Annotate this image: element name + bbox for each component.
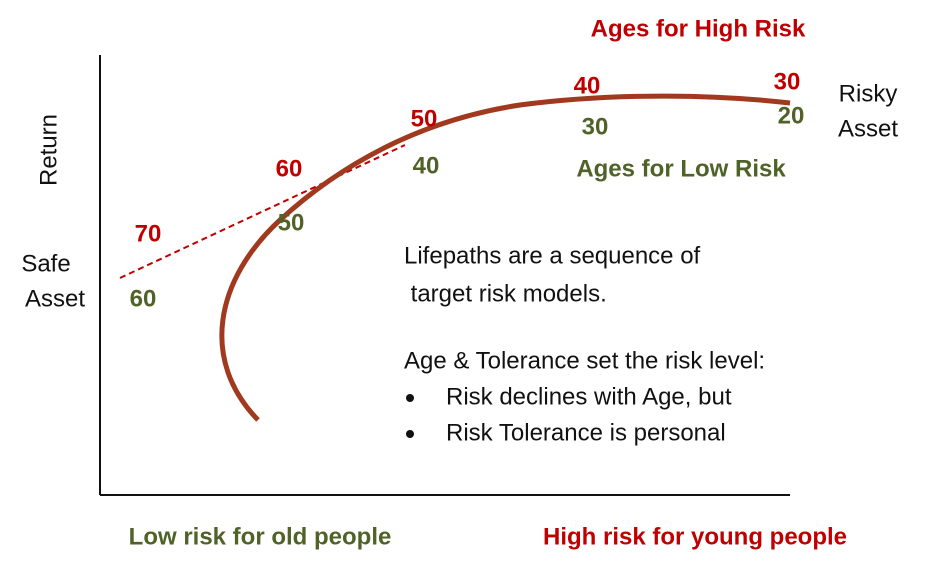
lifepath-curve bbox=[219, 93, 791, 422]
low-risk-title: Ages for Low Risk bbox=[576, 155, 786, 182]
risky-label: Asset bbox=[838, 115, 898, 142]
safe-label: Asset bbox=[25, 285, 85, 312]
low-risk-age: 30 bbox=[582, 113, 609, 140]
high-risk-title: Ages for High Risk bbox=[591, 15, 806, 42]
low-risk-age: 20 bbox=[778, 102, 805, 129]
safe-line bbox=[119, 144, 406, 279]
bullet-text: Risk Tolerance is personal bbox=[446, 419, 726, 446]
low-risk-age: 40 bbox=[413, 152, 440, 179]
high-risk-age: 60 bbox=[276, 155, 303, 182]
footer-left: Low risk for old people bbox=[129, 523, 392, 550]
bullet-text: Risk declines with Age, but bbox=[446, 383, 732, 410]
safe-label: Safe bbox=[21, 250, 70, 277]
note-line: Age & Tolerance set the risk level: bbox=[404, 347, 765, 374]
high-risk-age: 30 bbox=[774, 68, 801, 95]
note-line: Lifepaths are a sequence of bbox=[404, 242, 701, 269]
footer-right: High risk for young people bbox=[543, 523, 847, 550]
risky-label: Risky bbox=[839, 80, 898, 107]
y-axis-label: Return bbox=[35, 114, 62, 186]
high-risk-age: 40 bbox=[574, 72, 601, 99]
low-risk-age: 50 bbox=[278, 209, 305, 236]
note-line: target risk models. bbox=[404, 280, 607, 307]
bullet bbox=[406, 394, 414, 402]
high-risk-age: 50 bbox=[411, 105, 438, 132]
high-risk-age: 70 bbox=[135, 220, 162, 247]
bullet bbox=[406, 430, 414, 438]
low-risk-age: 60 bbox=[130, 285, 157, 312]
